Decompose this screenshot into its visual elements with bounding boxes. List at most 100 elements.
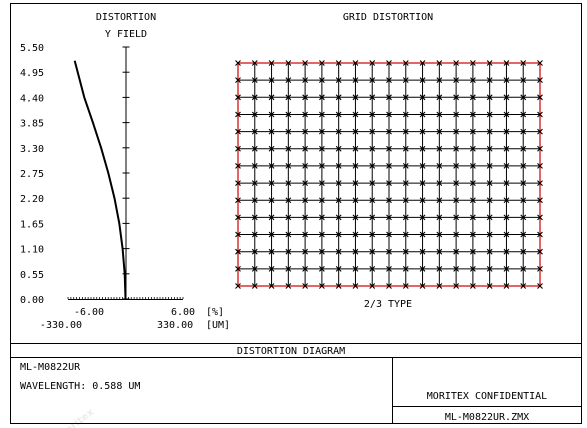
grid-point-mark bbox=[470, 128, 476, 135]
grid-point-mark bbox=[302, 145, 308, 152]
grid-point-mark bbox=[235, 60, 241, 66]
grid-point-mark bbox=[319, 163, 325, 169]
y-tick-label: 1.65 bbox=[20, 219, 44, 230]
grid-point-mark bbox=[235, 163, 241, 169]
grid-point-mark bbox=[503, 231, 510, 238]
grid-point-mark bbox=[369, 197, 376, 204]
y-tick-label: 4.95 bbox=[20, 68, 44, 79]
grid-point-mark bbox=[285, 60, 292, 66]
grid-point-mark bbox=[419, 163, 426, 169]
grid-point-mark bbox=[285, 231, 292, 238]
grid-point-mark bbox=[319, 60, 325, 66]
grid-point-mark bbox=[251, 283, 258, 289]
grid-point-mark bbox=[386, 283, 392, 289]
grid-point-mark bbox=[369, 248, 376, 255]
grid-point-mark bbox=[503, 180, 510, 186]
grid-point-mark bbox=[335, 94, 342, 101]
grid-point-mark bbox=[235, 248, 241, 255]
grid-point-mark bbox=[386, 231, 392, 238]
grid-point-mark bbox=[419, 94, 426, 101]
y-tick-label: 1.10 bbox=[20, 245, 44, 256]
x-min-um-label: -330.00 bbox=[40, 320, 82, 331]
grid-point-mark bbox=[285, 265, 292, 272]
grid-point-mark bbox=[369, 145, 376, 152]
grid-point-mark bbox=[402, 180, 409, 186]
grid-point-mark bbox=[436, 214, 443, 221]
grid-point-mark bbox=[251, 214, 258, 221]
grid-point-mark bbox=[335, 77, 342, 84]
grid-point-mark bbox=[268, 214, 275, 221]
grid-point-mark bbox=[319, 180, 325, 186]
grid-point-mark bbox=[402, 248, 409, 255]
grid-point-mark bbox=[453, 128, 459, 135]
grid-point-mark bbox=[235, 94, 241, 101]
grid-point-mark bbox=[470, 248, 476, 255]
grid-point-mark bbox=[419, 231, 426, 238]
grid-point-mark bbox=[419, 111, 426, 118]
grid-point-mark bbox=[503, 248, 510, 255]
grid-point-mark bbox=[419, 283, 426, 289]
grid-point-mark bbox=[386, 145, 392, 152]
grid-point-mark bbox=[470, 214, 476, 221]
grid-point-mark bbox=[503, 283, 510, 289]
grid-point-mark bbox=[251, 180, 258, 186]
grid-point-mark bbox=[537, 111, 543, 118]
grid-point-mark bbox=[319, 248, 325, 255]
grid-point-mark bbox=[520, 163, 527, 169]
distortion-ylabel: Y FIELD bbox=[105, 29, 147, 40]
x-min-pct-label: -6.00 bbox=[74, 307, 104, 318]
grid-point-mark bbox=[302, 231, 308, 238]
grid-point-mark bbox=[235, 128, 241, 135]
grid-point-mark bbox=[335, 180, 342, 186]
grid-point-mark bbox=[251, 265, 258, 272]
grid-point-mark bbox=[302, 248, 308, 255]
grid-point-mark bbox=[251, 163, 258, 169]
grid-point-mark bbox=[285, 180, 292, 186]
y-tick-label: 4.40 bbox=[20, 93, 44, 104]
grid-point-mark bbox=[453, 145, 459, 152]
grid-point-mark bbox=[302, 180, 308, 186]
grid-point-mark bbox=[537, 283, 543, 289]
grid-point-mark bbox=[470, 145, 476, 152]
grid-point-mark bbox=[235, 111, 241, 118]
grid-point-mark bbox=[386, 94, 392, 101]
grid-point-mark bbox=[285, 197, 292, 204]
grid-point-mark bbox=[302, 94, 308, 101]
grid-point-mark bbox=[453, 77, 459, 84]
grid-point-mark bbox=[520, 265, 527, 272]
grid-point-mark bbox=[503, 94, 510, 101]
grid-point-mark bbox=[419, 180, 426, 186]
grid-point-mark bbox=[235, 265, 241, 272]
grid-point-mark bbox=[503, 145, 510, 152]
grid-point-mark bbox=[453, 163, 459, 169]
grid-point-mark bbox=[285, 214, 292, 221]
report-frame bbox=[10, 3, 582, 424]
grid-point-mark bbox=[486, 60, 493, 66]
grid-point-mark bbox=[402, 231, 409, 238]
grid-point-mark bbox=[402, 128, 409, 135]
grid-point-mark bbox=[352, 231, 359, 238]
grid-point-mark bbox=[419, 248, 426, 255]
grid-point-mark bbox=[470, 111, 476, 118]
grid-point-mark bbox=[386, 180, 392, 186]
grid-point-mark bbox=[302, 265, 308, 272]
grid-point-mark bbox=[369, 163, 376, 169]
grid-point-mark bbox=[503, 77, 510, 84]
grid-point-mark bbox=[268, 163, 275, 169]
grid-point-mark bbox=[470, 231, 476, 238]
grid-point-mark bbox=[520, 94, 527, 101]
grid-point-mark bbox=[486, 197, 493, 204]
grid-point-mark bbox=[453, 283, 459, 289]
grid-point-mark bbox=[352, 163, 359, 169]
grid-point-mark bbox=[251, 60, 258, 66]
grid-point-mark bbox=[470, 283, 476, 289]
grid-point-mark bbox=[453, 94, 459, 101]
grid-point-mark bbox=[503, 128, 510, 135]
grid-point-mark bbox=[520, 60, 527, 66]
distortion-y-tick-labels: 0.00 0.55 1.10 1.65 2.20 2.75 3.30 3.85 4.40 4.95… bbox=[20, 43, 44, 306]
grid-point-mark bbox=[520, 128, 527, 135]
grid-point-mark bbox=[268, 180, 275, 186]
grid-point-mark bbox=[352, 77, 359, 84]
grid-point-mark bbox=[285, 163, 292, 169]
wavelength-label: WAVELENGTH: 0.588 UM bbox=[20, 381, 140, 392]
